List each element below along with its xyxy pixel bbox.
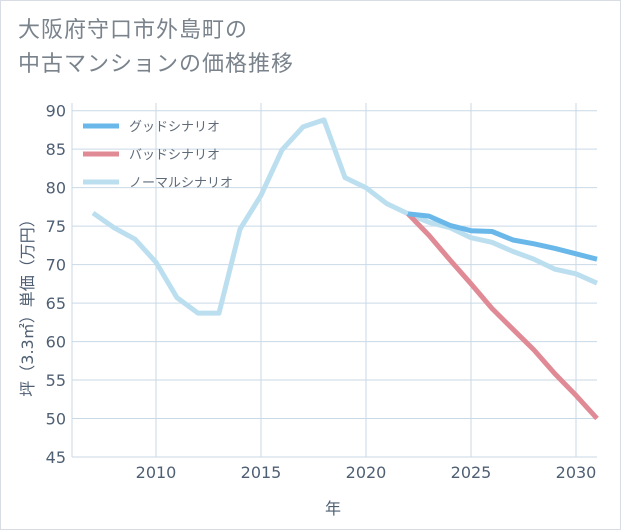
- x-tick-label: 2020: [346, 463, 387, 482]
- y-tick-label: 80: [46, 179, 66, 198]
- y-tick-label: 75: [46, 217, 66, 236]
- grid-lines: [71, 103, 597, 458]
- chart-title-line-2: 中古マンションの価格推移: [18, 52, 295, 77]
- series-line-bad: [406, 212, 599, 421]
- chart-title-line-1: 大阪府守口市外島町の: [18, 18, 249, 43]
- x-axis-ticks: 2010 2015 2020 2025 2030: [136, 463, 597, 482]
- y-axis-title: 坪（3.3㎡）単価（万円）: [18, 211, 37, 396]
- x-tick-label: 2025: [451, 463, 492, 482]
- series-lines: [91, 117, 599, 421]
- y-tick-label: 90: [46, 102, 66, 121]
- legend-label-bad: バッドシナリオ: [129, 148, 220, 163]
- chart-title: 大阪府守口市外島町の 中古マンションの価格推移: [18, 14, 294, 82]
- y-tick-label: 85: [46, 140, 66, 159]
- series-line-good: [407, 211, 598, 262]
- series-line-normal: [91, 117, 599, 316]
- legend-label-good: グッドシナリオ: [129, 120, 220, 135]
- y-tick-label: 70: [46, 256, 66, 275]
- y-tick-label: 55: [46, 371, 66, 390]
- legend-label-normal: ノーマルシナリオ: [129, 176, 233, 191]
- y-tick-label: 65: [46, 294, 66, 313]
- y-tick-label: 50: [46, 410, 66, 429]
- y-tick-label: 45: [46, 448, 66, 467]
- x-tick-label: 2030: [556, 463, 597, 482]
- x-axis-title: 年: [325, 499, 341, 518]
- y-tick-label: 60: [46, 333, 66, 352]
- x-tick-label: 2010: [136, 463, 177, 482]
- x-tick-label: 2015: [241, 463, 282, 482]
- y-axis-ticks: 45 50 55 60 65 70 75 80 85 90: [46, 102, 66, 467]
